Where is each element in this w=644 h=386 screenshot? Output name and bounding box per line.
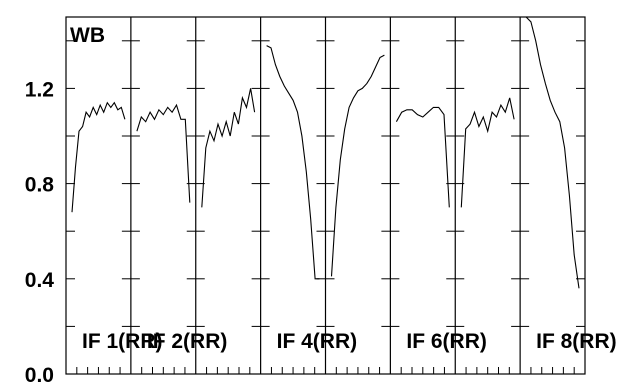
panel-1: IF 1(RR) [66, 40, 163, 374]
panel-label: IF 4(RR) [277, 330, 358, 353]
series-line [201, 88, 256, 208]
series-line [330, 54, 385, 277]
y-tick-label: 1.2 [25, 78, 54, 101]
panel-label: IF 8(RR) [536, 330, 617, 353]
panel-2: IF 2(RR) [130, 17, 228, 374]
panel-3 [195, 17, 261, 374]
panel-5 [324, 17, 391, 374]
y-axis: 0.0 0.4 0.8 1.2 [25, 78, 55, 386]
chart-title: WB [70, 24, 105, 47]
panel-label: IF 6(RR) [406, 330, 487, 353]
panel-7 [454, 17, 521, 374]
panel-8: IF 8(RR) [519, 16, 617, 374]
series-line [266, 45, 320, 280]
chart-panels: IF 1(RR)IF 2(RR) IF 4(RR) IF 6(RR) IF 8(RR) [65, 16, 617, 375]
panel-label: IF 2(RR) [147, 330, 228, 353]
series-line [460, 97, 515, 208]
panel-6: IF 6(RR) [389, 17, 487, 374]
panel-label: IF 1(RR) [82, 330, 163, 353]
series-line [395, 106, 450, 208]
series-line [525, 16, 580, 289]
series-line [71, 101, 126, 213]
y-tick-label: 0.8 [25, 174, 55, 197]
y-tick-label: 0.0 [25, 364, 54, 386]
series-line [136, 103, 191, 203]
y-tick-label: 0.4 [25, 269, 55, 292]
panel-4: IF 4(RR) [260, 17, 358, 374]
